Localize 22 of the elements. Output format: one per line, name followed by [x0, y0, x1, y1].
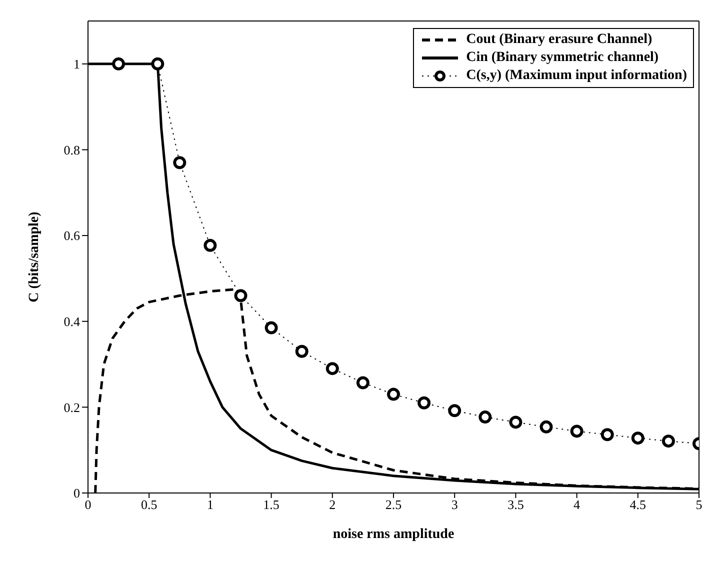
- x-tick-label: 3.5: [508, 497, 524, 512]
- y-axis-title: C (bits/sample): [26, 211, 42, 302]
- legend-label: Cin (Binary symmetric channel): [466, 49, 659, 67]
- x-tick-label: 1: [206, 497, 214, 512]
- x-tick-label: 2.5: [385, 497, 402, 512]
- y-tick-label: 1: [74, 56, 80, 72]
- x-tick-label: 4.5: [630, 497, 646, 512]
- x-tick-label: 1.5: [263, 497, 280, 512]
- y-tick-label: 0.2: [64, 400, 80, 415]
- y-tick-label: 0.8: [64, 142, 80, 158]
- y-tick-label: 0.4: [64, 314, 80, 329]
- x-tick-label: 3: [451, 497, 458, 512]
- x-tick-label: 2: [329, 497, 336, 512]
- x-tick-label: 5: [696, 497, 702, 512]
- x-tick-label: 4: [574, 497, 581, 512]
- legend-label: Cout (Binary erasure Channel): [466, 31, 652, 49]
- y-tick-label: 0: [74, 486, 80, 501]
- x-axis-title: noise rms amplitude: [332, 527, 454, 542]
- x-tick-label: 0: [84, 497, 92, 512]
- y-tick-label: 0.6: [64, 228, 80, 244]
- legend-label: C(s,y) (Maximum input information): [466, 67, 687, 85]
- x-tick-label: 0.5: [140, 497, 158, 512]
